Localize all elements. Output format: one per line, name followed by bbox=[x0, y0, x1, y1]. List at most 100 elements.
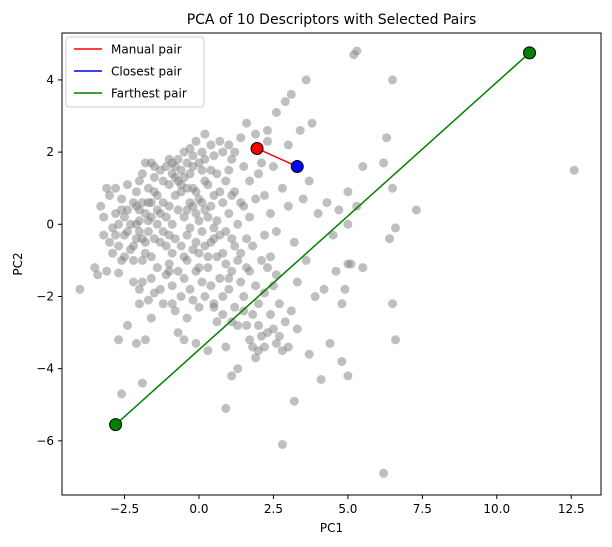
scatter-point bbox=[346, 259, 356, 269]
x-tick-label: 10.0 bbox=[483, 502, 510, 516]
scatter-point bbox=[304, 176, 314, 186]
scatter-point bbox=[137, 234, 147, 244]
y-axis-ticks: −6 −4 −2 0 2 4 bbox=[36, 73, 62, 448]
scatter-point bbox=[176, 241, 186, 251]
scatter-point bbox=[224, 209, 234, 218]
legend: Manual pair Closest pair Farthest pair bbox=[65, 36, 205, 108]
scatter-point bbox=[218, 292, 228, 301]
scatter-point bbox=[301, 75, 311, 85]
scatter-point bbox=[131, 338, 141, 348]
scatter-point bbox=[379, 158, 389, 168]
scatter-point bbox=[277, 346, 287, 356]
scatter-point bbox=[227, 154, 237, 164]
closest-pair-marker bbox=[290, 160, 304, 174]
scatter-point bbox=[340, 284, 350, 294]
scatter-point bbox=[260, 230, 269, 240]
scatter-point bbox=[358, 263, 368, 273]
scatter-point bbox=[218, 147, 228, 157]
scatter-point bbox=[271, 270, 281, 280]
scatter-point bbox=[236, 198, 246, 208]
scatter-point bbox=[289, 396, 299, 406]
scatter-point bbox=[263, 126, 272, 135]
scatter-point bbox=[200, 154, 210, 164]
scatter-point bbox=[221, 259, 231, 269]
scatter-point bbox=[242, 118, 252, 128]
scatter-point bbox=[274, 299, 284, 309]
scatter-point bbox=[227, 190, 237, 200]
scatter-point bbox=[108, 248, 118, 258]
scatter-point bbox=[206, 281, 216, 291]
scatter-point bbox=[266, 209, 275, 218]
scatter-point bbox=[102, 266, 112, 276]
scatter-point bbox=[221, 227, 231, 236]
scatter-point bbox=[131, 187, 141, 197]
scatter-point bbox=[161, 212, 171, 222]
scatter-point bbox=[224, 140, 234, 150]
scatter-point bbox=[93, 270, 103, 280]
scatter-point bbox=[173, 328, 183, 338]
scatter-point bbox=[334, 205, 344, 215]
scatter-point bbox=[129, 255, 138, 265]
scatter-point bbox=[137, 277, 147, 287]
scatter-point bbox=[197, 147, 207, 157]
scatter-point bbox=[114, 219, 124, 229]
scatter-point bbox=[149, 172, 159, 182]
scatter-point bbox=[271, 107, 281, 117]
scatter-point bbox=[140, 248, 150, 258]
scatter-point bbox=[236, 133, 246, 143]
scatter-point bbox=[242, 234, 252, 244]
scatter-point bbox=[337, 357, 347, 366]
scatter-point bbox=[310, 292, 320, 301]
scatter-point bbox=[379, 468, 389, 478]
scatter-point bbox=[134, 227, 144, 236]
scatter-point bbox=[114, 241, 124, 251]
scatter-point bbox=[143, 198, 153, 208]
scatter-point bbox=[266, 310, 275, 319]
pair-markers bbox=[109, 46, 537, 432]
scatter-point bbox=[134, 299, 144, 309]
scatter-point bbox=[140, 335, 150, 345]
scatter-point bbox=[283, 140, 293, 150]
legend-label: Farthest pair bbox=[111, 87, 187, 101]
x-tick-label: −2.5 bbox=[110, 502, 139, 516]
x-tick-label: 12.5 bbox=[558, 502, 585, 516]
scatter-point bbox=[343, 219, 353, 229]
scatter-point bbox=[274, 331, 284, 341]
scatter-point bbox=[185, 144, 195, 153]
scatter-point bbox=[212, 317, 222, 327]
scatter-point bbox=[120, 212, 129, 222]
manual-pair-marker bbox=[250, 142, 264, 155]
scatter-point bbox=[325, 338, 335, 348]
scatter-point bbox=[251, 281, 261, 291]
scatter-point bbox=[158, 198, 168, 208]
scatter-point bbox=[385, 234, 395, 244]
scatter-point bbox=[221, 342, 231, 352]
scatter-point bbox=[257, 255, 266, 265]
scatter-point bbox=[263, 136, 272, 146]
scatter-point bbox=[90, 263, 100, 273]
scatter-point bbox=[322, 198, 332, 208]
pair-lines bbox=[115, 52, 531, 426]
scatter-point bbox=[248, 310, 258, 319]
scatter-point bbox=[257, 158, 266, 168]
scatter-point bbox=[260, 288, 269, 298]
scatter-point bbox=[328, 230, 338, 240]
scatter-point bbox=[185, 223, 195, 233]
scatter-point bbox=[152, 219, 162, 229]
scatter-point bbox=[254, 320, 263, 330]
scatter-point bbox=[209, 302, 219, 312]
scatter-point bbox=[230, 147, 240, 157]
scatter-point bbox=[233, 320, 243, 330]
scatter-point bbox=[277, 183, 287, 193]
scatter-point bbox=[245, 266, 255, 276]
scatter-point bbox=[233, 364, 243, 374]
scatter-point bbox=[120, 252, 129, 262]
scatter-point bbox=[182, 313, 192, 323]
scatter-point bbox=[245, 176, 255, 186]
y-tick-label: −2 bbox=[36, 289, 54, 303]
scatter-point bbox=[129, 277, 138, 287]
scatter-point bbox=[268, 324, 278, 334]
scatter-point bbox=[158, 299, 168, 309]
scatter-point bbox=[230, 241, 240, 251]
scatter-point bbox=[251, 194, 261, 204]
